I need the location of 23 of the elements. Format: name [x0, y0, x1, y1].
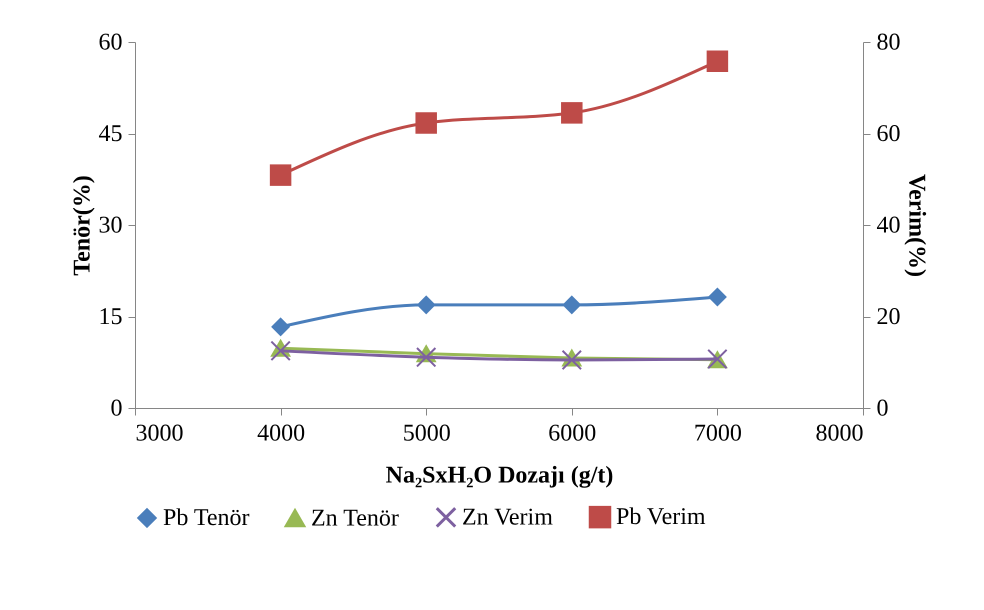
x-tick-label: 6000	[548, 420, 596, 446]
legend-label: Pb Verim	[616, 504, 706, 530]
x-axis-title: Na₂SxH₂O Dozajı (g/t)	[386, 462, 614, 488]
x-tick-label: 3000	[136, 420, 184, 446]
y-tick-label: 60	[98, 30, 122, 56]
x-tick-label: 5000	[402, 420, 451, 446]
y-axis-title: Tenör(%)	[70, 175, 96, 276]
y2-tick-label: 20	[876, 304, 900, 330]
y-tick-label: 30	[98, 212, 122, 238]
y-tick-label: 45	[98, 121, 122, 147]
y-tick-label: 15	[98, 304, 122, 330]
legend-label: Zn Tenör	[311, 505, 399, 532]
legend-label: Zn Verim	[462, 504, 554, 530]
x-tick-label: 8000	[816, 420, 864, 446]
x-tick-label: 4000	[257, 420, 306, 446]
y2-tick-label: 40	[876, 212, 900, 238]
x-tick-label: 7000	[694, 420, 742, 446]
y2-axis-title: Verim(%)	[904, 174, 930, 278]
y2-tick-label: 60	[876, 121, 900, 147]
y-tick-label: 0	[110, 396, 122, 422]
y2-tick-label: 0	[876, 396, 888, 422]
y2-tick-label: 80	[876, 30, 900, 56]
legend-label: Pb Tenör	[163, 504, 250, 531]
